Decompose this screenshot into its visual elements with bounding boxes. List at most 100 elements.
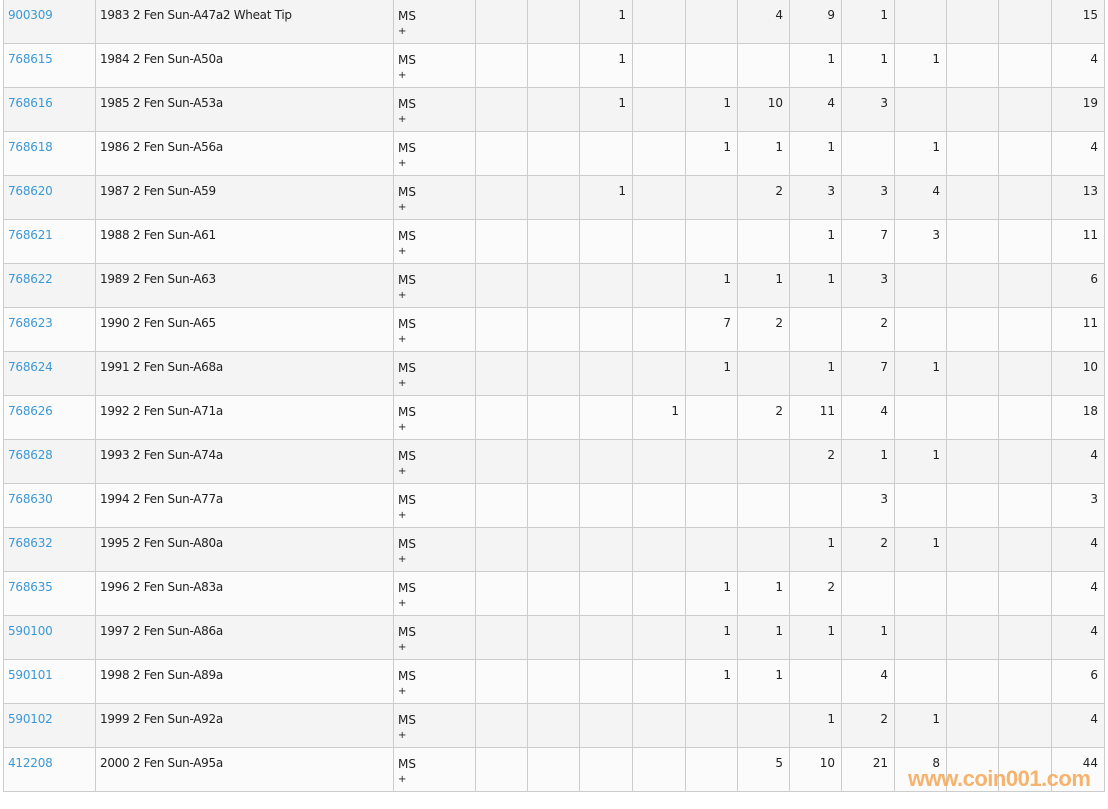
- grade-count-cell: [998, 263, 1052, 308]
- grade-count-cell: [998, 439, 1052, 484]
- grade-count-cell: 1: [737, 615, 790, 660]
- grade-count-cell: [946, 571, 999, 616]
- cert-id-link[interactable]: 590102: [8, 712, 53, 726]
- grade-count-cell: [789, 307, 842, 352]
- cert-id-cell: 768622: [3, 263, 96, 308]
- grade-plus: +: [398, 686, 407, 697]
- grade-count-cell: 3: [789, 175, 842, 220]
- table-row: 768628 1993 2 Fen Sun-A74a MS +2 1 1 4: [3, 439, 1105, 484]
- cert-id-link[interactable]: 590100: [8, 624, 53, 638]
- grade-count-cell: [737, 703, 790, 748]
- grade-count-cell: [998, 131, 1052, 176]
- cert-id-link[interactable]: 768632: [8, 536, 53, 550]
- grade-plus: +: [398, 70, 407, 81]
- cert-id-link[interactable]: 768615: [8, 52, 53, 66]
- grade-cell: MS +: [393, 747, 476, 792]
- grade-count-cell: [894, 483, 947, 528]
- grade-count-cell: [841, 131, 895, 176]
- total-cell: 4: [1051, 527, 1105, 572]
- grade-count-cell: [946, 659, 999, 704]
- grade-count-cell: [632, 659, 686, 704]
- grade-count-cell: [632, 571, 686, 616]
- cert-id-cell: 412208: [3, 747, 96, 792]
- grade-count-cell: 1: [789, 615, 842, 660]
- coin-description: 1995 2 Fen Sun-A80a: [95, 527, 394, 572]
- grade-count-cell: 7: [685, 307, 738, 352]
- grade-count-cell: [579, 351, 633, 396]
- grade-count-cell: 1: [685, 263, 738, 308]
- cert-id-cell: 900309: [3, 0, 96, 44]
- table-row: 768621 1988 2 Fen Sun-A61 MS +1 7 3 11: [3, 219, 1105, 264]
- grade-plus: +: [398, 642, 407, 653]
- grade-count-cell: [632, 87, 686, 132]
- cert-id-link[interactable]: 768635: [8, 580, 53, 594]
- grade-count-cell: 1: [685, 87, 738, 132]
- grade-label: MS: [398, 493, 416, 507]
- grade-count-cell: [527, 483, 580, 528]
- total-cell: 19: [1051, 87, 1105, 132]
- grade-count-cell: [579, 659, 633, 704]
- grade-plus: +: [398, 26, 407, 37]
- grade-count-cell: [632, 483, 686, 528]
- grade-count-cell: [632, 131, 686, 176]
- grade-count-cell: [894, 395, 947, 440]
- grade-count-cell: [475, 131, 528, 176]
- grade-label: MS: [398, 449, 416, 463]
- grade-count-cell: [685, 439, 738, 484]
- grade-count-cell: 7: [841, 351, 895, 396]
- grade-count-cell: [685, 0, 738, 44]
- grade-count-cell: [946, 747, 999, 792]
- grade-count-cell: [579, 571, 633, 616]
- cert-id-link[interactable]: 768622: [8, 272, 53, 286]
- cert-id-link[interactable]: 768621: [8, 228, 53, 242]
- grade-count-cell: 1: [737, 571, 790, 616]
- coin-description: 1994 2 Fen Sun-A77a: [95, 483, 394, 528]
- grade-label: MS: [398, 537, 416, 551]
- grade-count-cell: [475, 87, 528, 132]
- grade-count-cell: [632, 263, 686, 308]
- grade-plus: +: [398, 466, 407, 477]
- grade-count-cell: [894, 0, 947, 44]
- table-row: 768626 1992 2 Fen Sun-A71a MS +1 2 11 4 18: [3, 395, 1105, 440]
- total-cell: 13: [1051, 175, 1105, 220]
- grade-count-cell: [527, 615, 580, 660]
- grade-label: MS: [398, 669, 416, 683]
- cert-id-link[interactable]: 768626: [8, 404, 53, 418]
- grade-count-cell: [579, 615, 633, 660]
- total-cell: 3: [1051, 483, 1105, 528]
- coin-description: 1989 2 Fen Sun-A63: [95, 263, 394, 308]
- coin-description: 1984 2 Fen Sun-A50a: [95, 43, 394, 88]
- grade-count-cell: [737, 351, 790, 396]
- grade-count-cell: [946, 527, 999, 572]
- grade-count-cell: [998, 747, 1052, 792]
- grade-count-cell: [475, 615, 528, 660]
- cert-id-link[interactable]: 768624: [8, 360, 53, 374]
- grade-count-cell: [579, 395, 633, 440]
- cert-id-link[interactable]: 590101: [8, 668, 53, 682]
- grade-count-cell: [894, 615, 947, 660]
- cert-id-link[interactable]: 768628: [8, 448, 53, 462]
- table-row: 768620 1987 2 Fen Sun-A59 MS +1 2 3 3 4 13: [3, 175, 1105, 220]
- grade-count-cell: [998, 219, 1052, 264]
- cert-id-link[interactable]: 768620: [8, 184, 53, 198]
- grade-cell: MS +: [393, 527, 476, 572]
- grade-cell: MS +: [393, 175, 476, 220]
- grade-count-cell: [946, 131, 999, 176]
- grade-cell: MS +: [393, 131, 476, 176]
- grade-count-cell: [685, 527, 738, 572]
- cert-id-link[interactable]: 900309: [8, 8, 53, 22]
- grade-count-cell: 5: [737, 747, 790, 792]
- cert-id-link[interactable]: 768616: [8, 96, 53, 110]
- grade-count-cell: [579, 263, 633, 308]
- coin-description: 1999 2 Fen Sun-A92a: [95, 703, 394, 748]
- grade-plus: +: [398, 774, 407, 785]
- cert-id-link[interactable]: 768630: [8, 492, 53, 506]
- grade-count-cell: 3: [894, 219, 947, 264]
- cert-id-cell: 768626: [3, 395, 96, 440]
- cert-id-link[interactable]: 412208: [8, 756, 53, 770]
- grade-count-cell: [998, 659, 1052, 704]
- grade-count-cell: [527, 747, 580, 792]
- grade-count-cell: 1: [632, 395, 686, 440]
- cert-id-link[interactable]: 768623: [8, 316, 53, 330]
- cert-id-link[interactable]: 768618: [8, 140, 53, 154]
